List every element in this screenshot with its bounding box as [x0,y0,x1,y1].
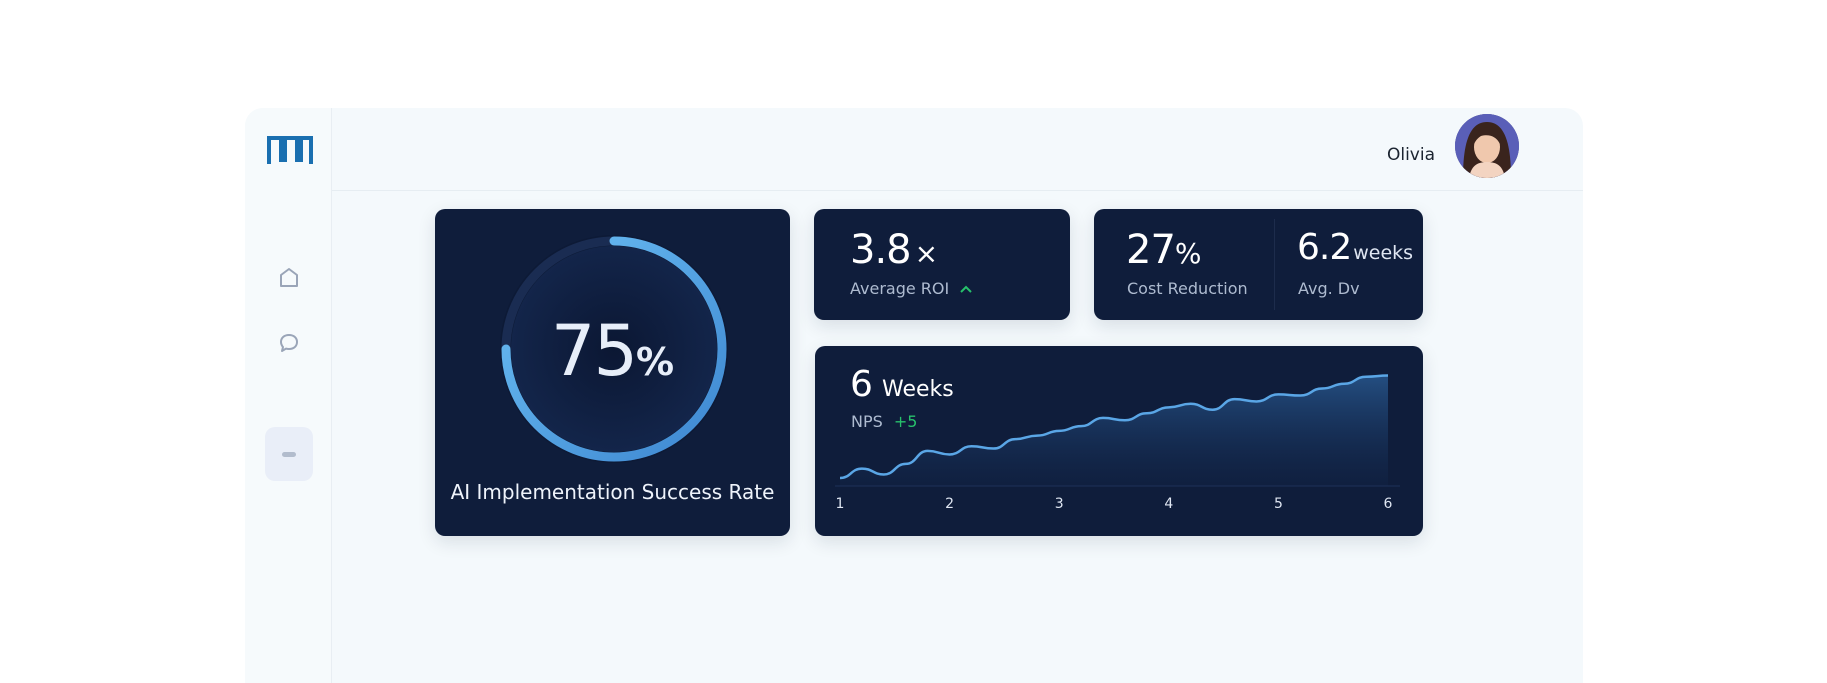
x-tick-label: 6 [1384,496,1393,512]
minus-icon [282,452,296,457]
cost-label: Cost Reduction [1127,279,1248,298]
roi-label: Average ROI [850,279,950,298]
home-icon [280,268,298,287]
avatar[interactable] [1455,114,1519,178]
roi-number: 3.8 [850,227,912,273]
sidebar [245,108,332,683]
success-rate-unit: % [636,340,675,384]
nps-series-line [839,374,1389,480]
cost-unit: % [1174,237,1202,270]
sidebar-item-home[interactable] [265,254,313,302]
chart-headline-value: 6 [850,364,873,405]
app-window: Olivia [245,108,1583,683]
user-name[interactable]: Olivia [1386,145,1435,165]
chart-metric-label: NPS [851,412,883,431]
nps-chart-card[interactable]: 6 Weeks NPS +5 1 2 3 4 5 6 [815,346,1423,536]
chart-metric-delta: +5 [893,412,918,431]
roi-value: 3.8 × [850,227,938,273]
avatar-image [1455,114,1519,178]
chart-metric: NPS +5 [851,412,917,431]
chart-headline-unit: Weeks [882,377,954,402]
nps-area-fill [840,375,1388,486]
brand-logo[interactable] [267,134,313,168]
sidebar-item-active[interactable] [265,427,313,481]
roi-card[interactable]: 3.8 × Average ROI [814,209,1070,320]
roi-unit: × [914,237,939,270]
x-tick-label: 1 [836,496,845,512]
cost-dev-card[interactable]: 27% Cost Reduction 6.2 weeks Avg. Dv [1094,209,1423,320]
sidebar-item-messages[interactable] [265,319,313,367]
x-tick-label: 2 [945,496,954,512]
success-rate-value: 75% [435,310,790,392]
gauge-progress-arc [501,236,727,462]
dev-label: Avg. Dv [1298,279,1360,298]
dev-value: 6.2 weeks [1297,227,1413,268]
chevron-up-icon [960,285,972,293]
x-tick-label: 3 [1055,496,1064,512]
cost-number: 27 [1126,227,1176,273]
top-bar: Olivia [332,108,1583,191]
cost-value: 27% [1126,227,1202,273]
success-rate-label: AI Implementation Success Rate [450,480,775,504]
chat-icon [280,334,298,352]
chart-headline: 6 Weeks [850,364,954,405]
success-rate-number: 75 [550,310,638,392]
stat-divider [1274,219,1275,310]
dev-number: 6.2 [1297,227,1352,268]
success-rate-gauge [500,235,728,463]
nps-area-chart: 1 2 3 4 5 6 [835,374,1400,512]
x-tick-label: 5 [1274,496,1283,512]
dev-unit: weeks [1353,242,1414,264]
x-tick-label: 4 [1164,496,1173,512]
success-rate-card[interactable]: 75% AI Implementation Success Rate [435,209,790,536]
